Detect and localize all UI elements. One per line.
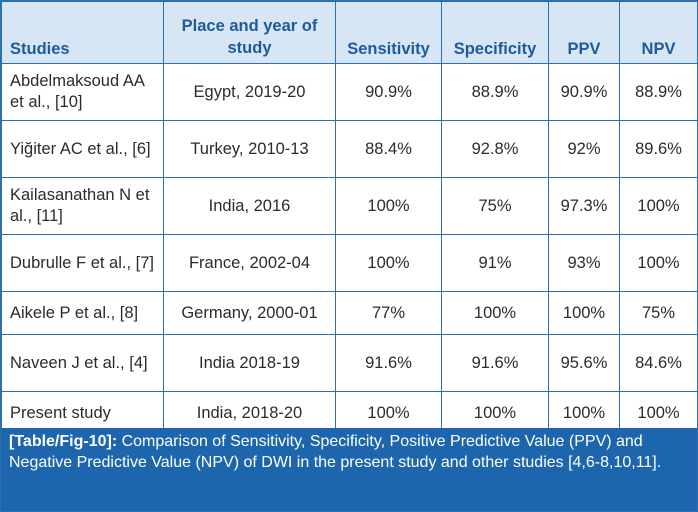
specificity-cell: 100%: [441, 391, 549, 435]
study-cell: Naveen J et al., [4]: [1, 334, 164, 392]
study-cell: Present study: [1, 391, 164, 435]
npv-cell: 88.9%: [619, 63, 698, 121]
header-place-year: Place and year of study: [163, 1, 336, 64]
place-cell: India, 2016: [163, 177, 336, 235]
header-row: Studies Place and year of study Sensitiv…: [1, 1, 698, 64]
ppv-cell: 93%: [548, 234, 620, 292]
ppv-cell: 92%: [548, 120, 620, 178]
table-row: Yiğiter AC et al., [6] Turkey, 2010-13 8…: [1, 120, 698, 178]
npv-cell: 75%: [619, 291, 698, 335]
header-ppv: PPV: [548, 1, 620, 64]
sensitivity-cell: 90.9%: [335, 63, 442, 121]
sensitivity-cell: 100%: [335, 177, 442, 235]
place-cell: India, 2018-20: [163, 391, 336, 435]
specificity-cell: 100%: [441, 291, 549, 335]
table-row: Abdelmaksoud AA et al., [10] Egypt, 2019…: [1, 63, 698, 121]
table-caption: [Table/Fig-10]: Comparison of Sensitivit…: [1, 428, 697, 511]
place-cell: India 2018-19: [163, 334, 336, 392]
table-row: Naveen J et al., [4] India 2018-19 91.6%…: [1, 334, 698, 392]
study-cell: Yiğiter AC et al., [6]: [1, 120, 164, 178]
npv-cell: 100%: [619, 177, 698, 235]
npv-cell: 100%: [619, 234, 698, 292]
place-cell: France, 2002-04: [163, 234, 336, 292]
sensitivity-cell: 77%: [335, 291, 442, 335]
header-specificity: Specificity: [441, 1, 549, 64]
specificity-cell: 75%: [441, 177, 549, 235]
caption-text: Comparison of Sensitivity, Specificity, …: [9, 433, 662, 471]
ppv-cell: 90.9%: [548, 63, 620, 121]
specificity-cell: 88.9%: [441, 63, 549, 121]
npv-cell: 89.6%: [619, 120, 698, 178]
study-cell: Abdelmaksoud AA et al., [10]: [1, 63, 164, 121]
study-cell: Aikele P et al., [8]: [1, 291, 164, 335]
header-sensitivity: Sensitivity: [335, 1, 442, 64]
specificity-cell: 92.8%: [441, 120, 549, 178]
sensitivity-cell: 100%: [335, 234, 442, 292]
table-row: Kailasanathan N et al., [11] India, 2016…: [1, 177, 698, 235]
header-studies: Studies: [1, 1, 164, 64]
study-cell: Dubrulle F et al., [7]: [1, 234, 164, 292]
place-cell: Germany, 2000-01: [163, 291, 336, 335]
table-row: Present study India, 2018-20 100% 100% 1…: [1, 391, 698, 435]
place-cell: Egypt, 2019-20: [163, 63, 336, 121]
ppv-cell: 97.3%: [548, 177, 620, 235]
comparison-table: Studies Place and year of study Sensitiv…: [1, 1, 698, 435]
header-npv: NPV: [619, 1, 698, 64]
study-cell: Kailasanathan N et al., [11]: [1, 177, 164, 235]
specificity-cell: 91%: [441, 234, 549, 292]
specificity-cell: 91.6%: [441, 334, 549, 392]
npv-cell: 84.6%: [619, 334, 698, 392]
sensitivity-cell: 88.4%: [335, 120, 442, 178]
ppv-cell: 100%: [548, 291, 620, 335]
table-row: Aikele P et al., [8] Germany, 2000-01 77…: [1, 291, 698, 335]
ppv-cell: 95.6%: [548, 334, 620, 392]
npv-cell: 100%: [619, 391, 698, 435]
caption-reference: [Table/Fig-10]:: [9, 433, 118, 450]
place-cell: Turkey, 2010-13: [163, 120, 336, 178]
sensitivity-cell: 91.6%: [335, 334, 442, 392]
table-row: Dubrulle F et al., [7] France, 2002-04 1…: [1, 234, 698, 292]
